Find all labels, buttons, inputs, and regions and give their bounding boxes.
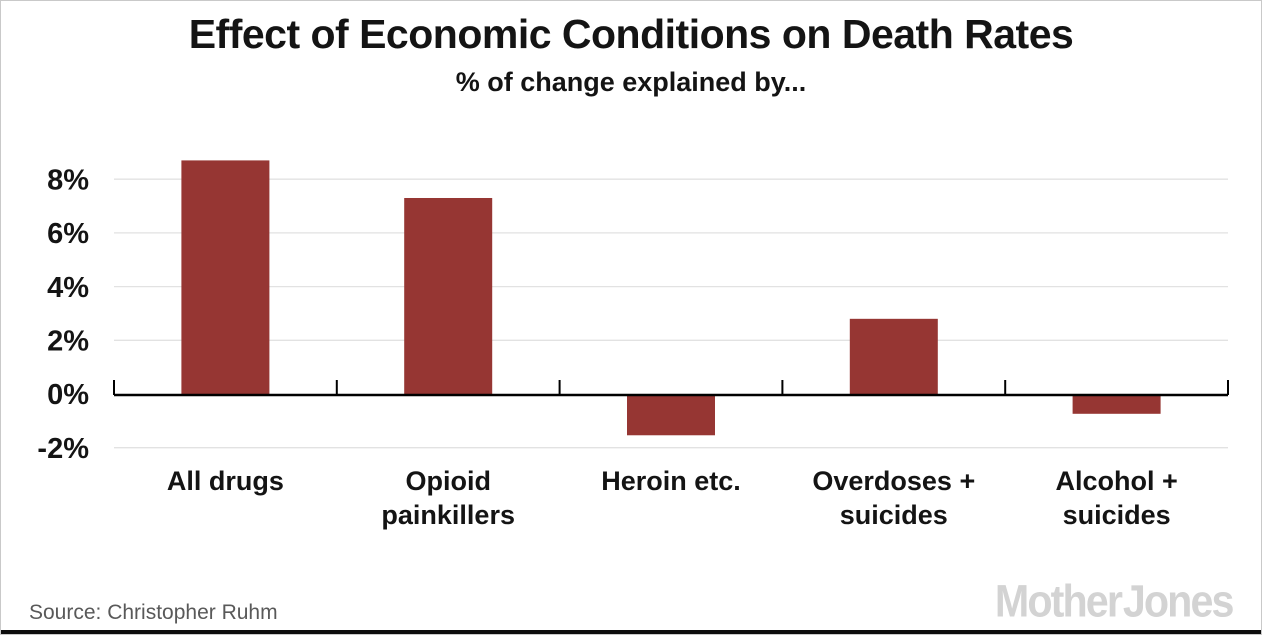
chart-title: Effect of Economic Conditions on Death R…: [188, 11, 1074, 57]
x-category-label: All drugs: [167, 466, 284, 496]
y-tick-label: 4%: [47, 272, 89, 304]
y-tick-label: 2%: [47, 325, 89, 357]
x-category-label: Alcohol + suicides: [1055, 466, 1177, 530]
chart-subtitle: % of change explained by...: [455, 67, 807, 97]
bottom-bar: [1, 630, 1261, 634]
x-category-label: Overdoses + suicides: [812, 466, 975, 530]
bar-chart: 8% 6% 4% 2% 0% -2% All drugs Opioid painkillers H…: [37, 160, 1229, 530]
bar: [1072, 395, 1161, 414]
x-category-label: Opioid painkillers: [381, 466, 515, 530]
bar: [404, 197, 493, 394]
bar: [849, 318, 938, 394]
y-tick-label: -2%: [37, 433, 89, 465]
x-category-label: Heroin etc.: [601, 466, 741, 496]
motherjones-logo: Mother Jones: [995, 576, 1235, 627]
y-tick-label: 0%: [47, 379, 89, 411]
source-text: Source: Christopher Ruhm: [29, 601, 278, 624]
y-tick-label: 8%: [47, 164, 89, 196]
y-tick-label: 6%: [47, 218, 89, 250]
bar: [181, 160, 270, 394]
bar: [627, 395, 715, 436]
